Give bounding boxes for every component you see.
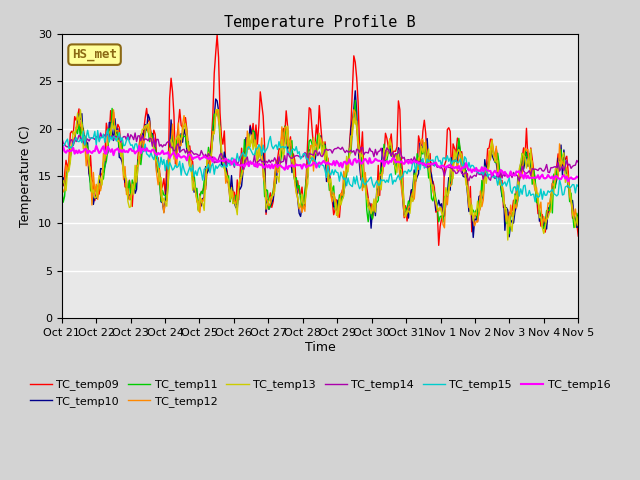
Text: HS_met: HS_met (72, 48, 117, 61)
Legend: TC_temp09, TC_temp10, TC_temp11, TC_temp12, TC_temp13, TC_temp14, TC_temp15, TC_: TC_temp09, TC_temp10, TC_temp11, TC_temp… (25, 375, 615, 411)
TC_temp11 (212, 113, 220, 119)
TC_temp13 (504, 237, 511, 243)
TC_temp12 (109, 107, 117, 113)
TC_temp10 (548, 180, 556, 186)
TC_temp12 (123, 192, 131, 197)
TC_temp12 (213, 107, 221, 113)
Y-axis label: Temperature (C): Temperature (C) (19, 125, 33, 227)
TC_temp15 (285, 150, 293, 156)
Line: TC_temp16: TC_temp16 (61, 146, 579, 181)
Line: TC_temp09: TC_temp09 (61, 35, 579, 245)
TC_temp11 (575, 216, 582, 222)
Line: TC_temp14: TC_temp14 (61, 133, 579, 181)
Line: TC_temp15: TC_temp15 (61, 129, 579, 202)
TC_temp14 (515, 178, 523, 184)
TC_temp13 (77, 107, 84, 113)
TC_temp09 (239, 166, 247, 171)
TC_temp13 (213, 107, 221, 113)
TC_temp09 (58, 178, 65, 184)
TC_temp15 (58, 149, 65, 155)
TC_temp09 (575, 233, 582, 239)
TC_temp09 (212, 50, 220, 56)
TC_temp13 (239, 163, 247, 169)
TC_temp15 (575, 183, 582, 189)
TC_temp12 (285, 139, 293, 145)
TC_temp12 (575, 217, 582, 223)
TC_temp16 (213, 159, 221, 165)
TC_temp14 (575, 159, 582, 165)
TC_temp15 (123, 137, 131, 143)
TC_temp10 (229, 190, 237, 196)
TC_temp15 (213, 166, 221, 171)
TC_temp15 (531, 199, 539, 204)
TC_temp15 (548, 186, 556, 192)
TC_temp16 (564, 179, 572, 184)
TC_temp14 (239, 167, 247, 172)
TC_temp14 (58, 135, 65, 141)
Title: Temperature Profile B: Temperature Profile B (224, 15, 416, 30)
TC_temp10 (469, 235, 477, 240)
Line: TC_temp12: TC_temp12 (61, 110, 579, 228)
TC_temp09 (213, 32, 221, 38)
TC_temp12 (58, 190, 65, 196)
X-axis label: Time: Time (305, 341, 335, 354)
Line: TC_temp13: TC_temp13 (61, 110, 579, 240)
TC_temp11 (237, 168, 245, 174)
TC_temp10 (284, 146, 291, 152)
TC_temp14 (230, 165, 238, 170)
TC_temp14 (548, 165, 556, 170)
TC_temp11 (351, 97, 359, 103)
TC_temp12 (440, 225, 448, 231)
TC_temp12 (548, 180, 556, 186)
TC_temp16 (92, 143, 100, 149)
TC_temp14 (121, 133, 129, 139)
TC_temp09 (435, 242, 442, 248)
TC_temp10 (121, 180, 129, 185)
TC_temp16 (230, 156, 238, 162)
TC_temp12 (239, 169, 247, 175)
TC_temp10 (237, 183, 245, 189)
TC_temp13 (230, 199, 238, 205)
TC_temp09 (548, 183, 556, 189)
TC_temp10 (351, 88, 359, 94)
TC_temp16 (575, 175, 582, 180)
TC_temp12 (230, 198, 238, 204)
TC_temp11 (121, 168, 129, 173)
TC_temp11 (229, 200, 237, 206)
TC_temp10 (58, 183, 65, 189)
TC_temp13 (575, 223, 582, 228)
TC_temp16 (239, 162, 247, 168)
TC_temp15 (230, 163, 238, 169)
TC_temp16 (58, 149, 65, 155)
TC_temp13 (58, 182, 65, 188)
TC_temp10 (212, 96, 220, 102)
TC_temp09 (285, 144, 293, 150)
Line: TC_temp11: TC_temp11 (61, 100, 579, 234)
TC_temp11 (548, 210, 556, 216)
TC_temp11 (506, 231, 513, 237)
TC_temp13 (548, 189, 556, 195)
TC_temp13 (123, 176, 131, 181)
TC_temp10 (575, 223, 582, 229)
TC_temp16 (547, 175, 555, 181)
TC_temp09 (121, 184, 129, 190)
TC_temp13 (285, 143, 293, 149)
TC_temp11 (284, 137, 291, 143)
TC_temp16 (285, 163, 293, 168)
TC_temp15 (239, 150, 247, 156)
TC_temp14 (285, 153, 293, 158)
TC_temp15 (104, 126, 111, 132)
Line: TC_temp10: TC_temp10 (61, 91, 579, 238)
TC_temp11 (58, 185, 65, 191)
TC_temp14 (213, 159, 221, 165)
TC_temp14 (131, 130, 139, 136)
TC_temp16 (123, 148, 131, 154)
TC_temp09 (230, 189, 238, 195)
